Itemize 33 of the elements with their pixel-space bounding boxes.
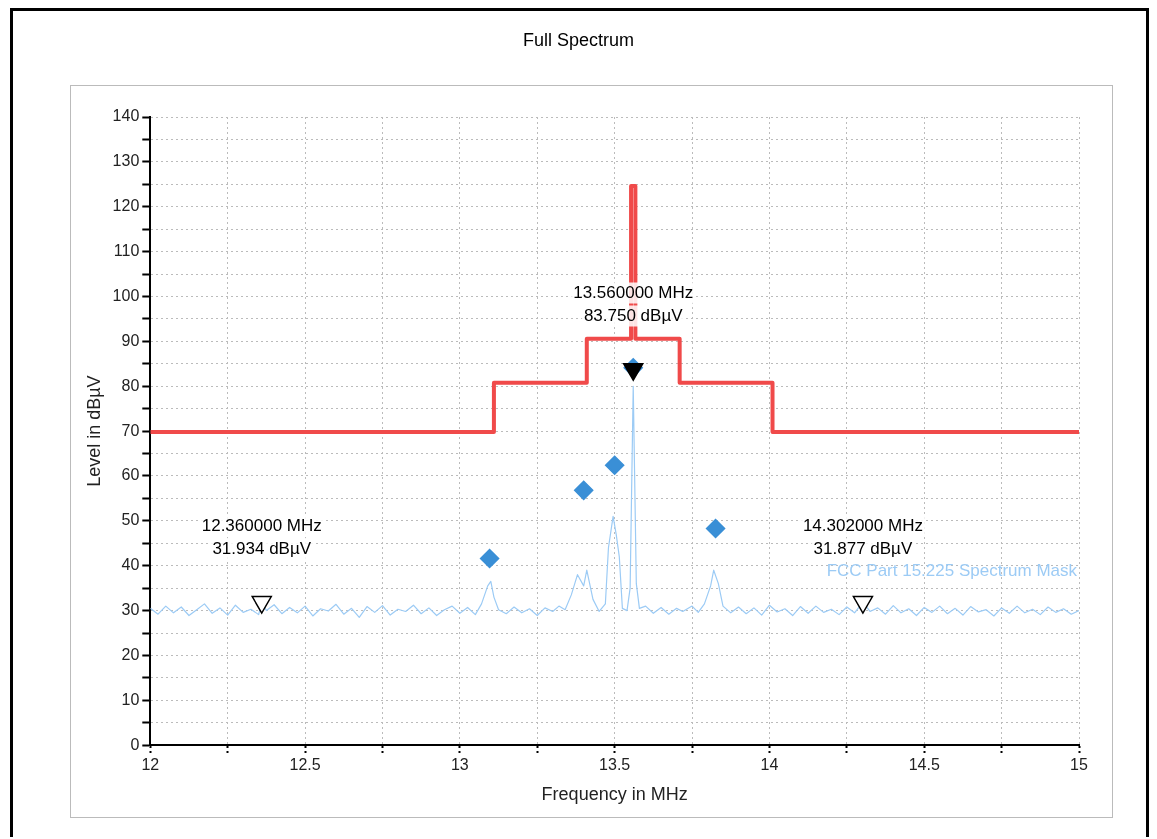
y-tick-label: 60 [121,466,140,484]
x-tick-label: 13.5 [599,756,631,774]
x-tick-label: 12.5 [289,756,321,774]
y-tick-label: 50 [121,511,140,529]
y-tick-label: 70 [121,421,140,439]
x-tick-label: 12 [141,756,160,774]
y-tick-label: 40 [121,556,140,574]
x-tick-label: 13 [450,756,469,774]
y-tick-label: 30 [121,600,140,618]
annotation: 14.302000 MHz 31.877 dBµV [802,516,923,559]
chart-title: Full Spectrum [521,30,635,51]
y-tick-label: 20 [121,645,140,663]
x-axis-title: Frequency in MHz [541,784,688,805]
y-tick-label: 90 [121,331,140,349]
point [479,548,500,569]
x-tick-label: 14 [760,756,779,774]
y-tick-label: 10 [121,690,140,708]
y-tick-label: 140 [112,107,140,125]
annotation: 12.360000 MHz 31.934 dBµV [201,515,322,558]
annotation: 13.560000 MHz 83.750 dBµV [573,283,694,326]
y-axis-title: Level in dBµV [83,375,104,487]
point [705,518,726,539]
y-tick-label: 130 [112,152,140,170]
y-tick-label: 0 [130,735,140,753]
x-tick-label: 15 [1070,756,1088,774]
point [573,480,594,501]
y-tick-label: 120 [112,197,140,215]
y-tick-label: 80 [121,376,140,394]
y-tick-label: 110 [113,242,140,260]
annotation: FCC Part 15.225 Spectrum Mask [826,560,1078,580]
y-tick-label: 100 [112,286,140,304]
x-tick-label: 14.5 [908,756,940,774]
point [604,455,625,475]
